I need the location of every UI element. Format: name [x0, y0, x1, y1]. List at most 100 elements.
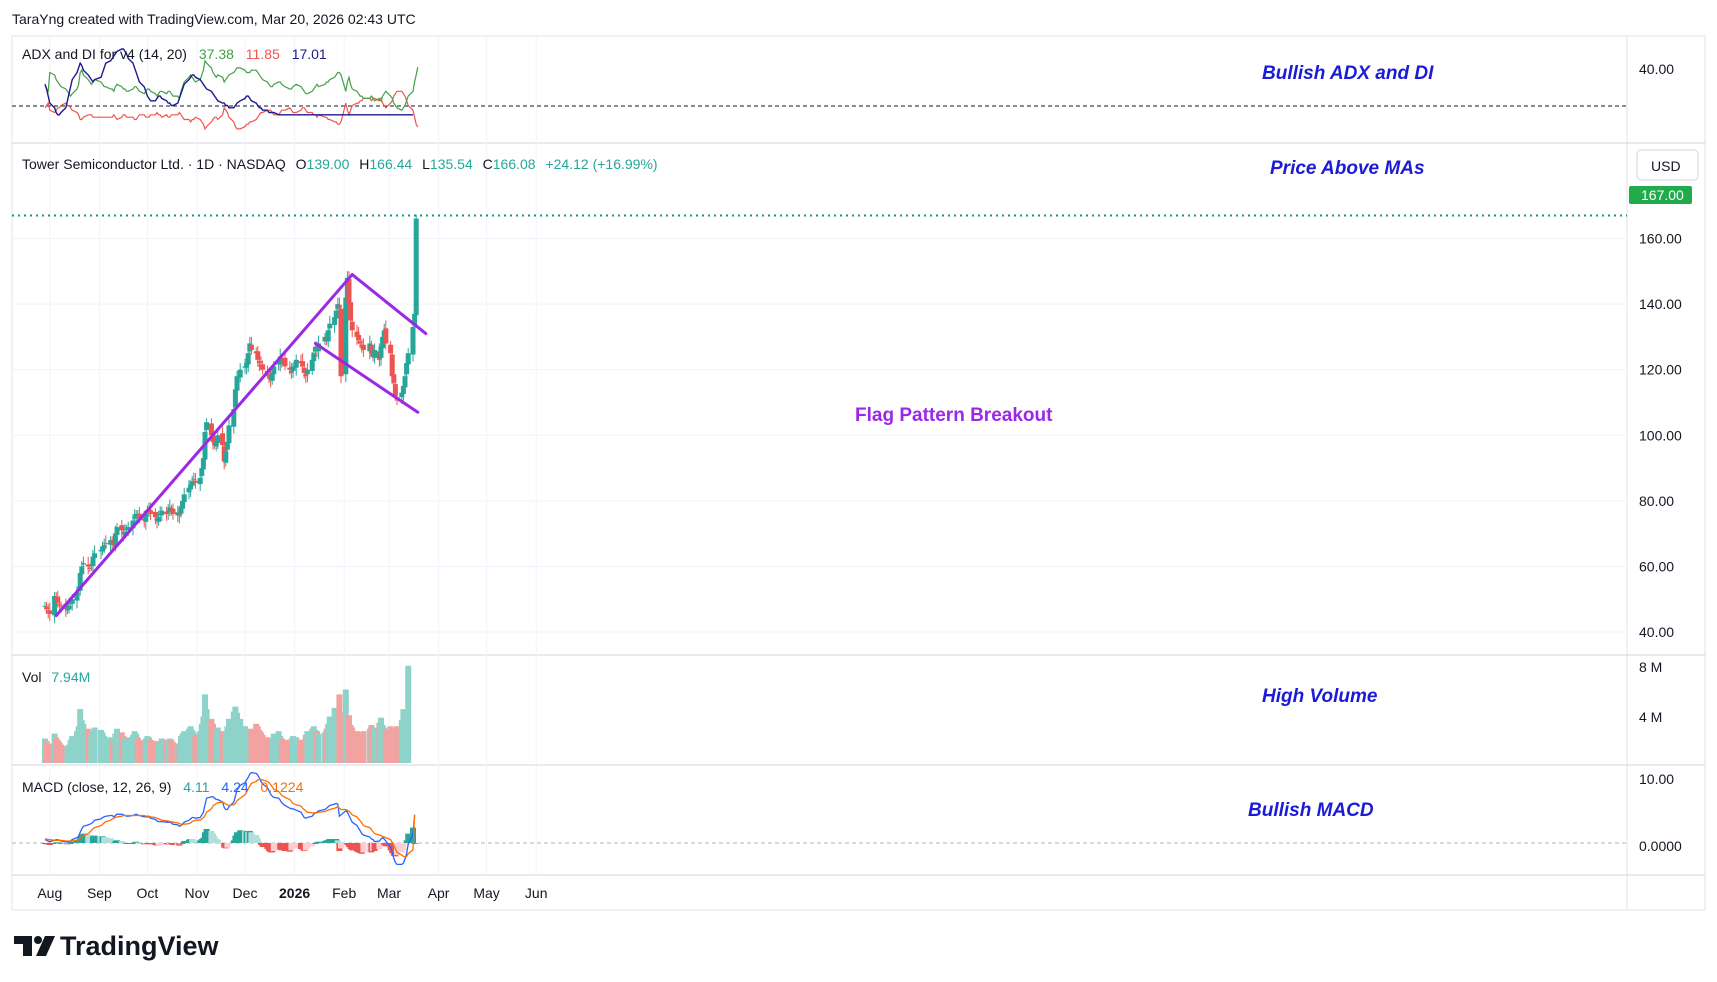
- adx-line[interactable]: [44, 48, 413, 116]
- macd-histogram-bar[interactable]: [282, 843, 288, 852]
- price-candle[interactable]: [348, 298, 354, 327]
- price-candle[interactable]: [311, 349, 317, 367]
- price-candle[interactable]: [360, 338, 366, 357]
- price-candle[interactable]: [383, 320, 389, 350]
- price-candle[interactable]: [114, 523, 120, 541]
- price-candle[interactable]: [170, 503, 176, 520]
- macd-histogram-bar[interactable]: [394, 843, 400, 856]
- macd-histogram-bar[interactable]: [114, 840, 120, 843]
- price-candle[interactable]: [255, 346, 261, 367]
- price-candle[interactable]: [349, 316, 355, 338]
- macd-histogram-bar[interactable]: [256, 841, 263, 843]
- macd-histogram-bar[interactable]: [69, 841, 76, 843]
- volume-bar[interactable]: [136, 739, 143, 763]
- volume-bar[interactable]: [170, 742, 176, 763]
- macd-histogram-bar[interactable]: [312, 843, 319, 844]
- macd-histogram-bar[interactable]: [400, 843, 407, 850]
- price-candle[interactable]: [47, 602, 53, 621]
- price-candle[interactable]: [80, 556, 86, 572]
- price-candle[interactable]: [204, 418, 210, 436]
- volume-bar[interactable]: [304, 731, 311, 763]
- price-candle[interactable]: [245, 348, 251, 373]
- macd-histogram-bar[interactable]: [278, 843, 285, 851]
- macd-histogram-bar[interactable]: [270, 843, 277, 852]
- price-candle[interactable]: [101, 538, 107, 554]
- price-candle[interactable]: [181, 487, 187, 509]
- volume-bar[interactable]: [46, 744, 53, 763]
- flag-pattern-line[interactable]: [54, 273, 354, 618]
- macd-histogram-bar[interactable]: [147, 843, 154, 845]
- macd-histogram-bar[interactable]: [304, 843, 311, 849]
- price-candle[interactable]: [56, 595, 62, 611]
- volume-bar[interactable]: [360, 731, 367, 763]
- macd-histogram-bar[interactable]: [80, 833, 87, 843]
- price-candle[interactable]: [293, 354, 299, 376]
- macd-histogram-bar[interactable]: [91, 835, 98, 843]
- volume-bar[interactable]: [259, 734, 266, 763]
- macd-histogram-bar[interactable]: [405, 833, 412, 843]
- price-candle[interactable]: [304, 363, 310, 383]
- price-candle[interactable]: [103, 535, 109, 550]
- volume-bar[interactable]: [69, 736, 76, 763]
- macd-histogram-bar[interactable]: [259, 843, 266, 848]
- volume-bar[interactable]: [158, 738, 165, 764]
- macd-histogram-bar[interactable]: [120, 842, 127, 844]
- volume-bar[interactable]: [371, 727, 378, 763]
- volume-bar[interactable]: [349, 727, 356, 763]
- flag-pattern-line[interactable]: [350, 273, 428, 336]
- macd-histogram-bar[interactable]: [315, 841, 322, 843]
- price-candle[interactable]: [410, 320, 416, 362]
- volume-bar[interactable]: [214, 727, 221, 763]
- price-candle[interactable]: [100, 541, 106, 556]
- volume-bar[interactable]: [237, 718, 244, 763]
- macd-histogram-bar[interactable]: [54, 842, 61, 844]
- macd-histogram-bar[interactable]: [192, 840, 199, 843]
- volume-bar[interactable]: [326, 716, 333, 763]
- macd-histogram-bar[interactable]: [130, 843, 136, 844]
- macd-histogram-bar[interactable]: [109, 839, 116, 843]
- macd-histogram-bar[interactable]: [334, 840, 341, 843]
- volume-bar[interactable]: [248, 728, 255, 763]
- macd-histogram-bar[interactable]: [254, 838, 261, 843]
- volume-bar[interactable]: [203, 709, 210, 763]
- currency-button[interactable]: [1636, 149, 1699, 181]
- price-candle[interactable]: [85, 556, 91, 575]
- macd-histogram-bar[interactable]: [234, 832, 240, 843]
- price-candle[interactable]: [119, 519, 125, 538]
- macd-histogram-bar[interactable]: [378, 843, 384, 847]
- price-candle[interactable]: [92, 545, 98, 565]
- volume-bar[interactable]: [278, 738, 285, 764]
- price-candle[interactable]: [223, 447, 229, 467]
- volume-bar[interactable]: [102, 738, 109, 764]
- macd-line[interactable]: [44, 771, 416, 866]
- macd-histogram-bar[interactable]: [67, 843, 74, 844]
- macd-histogram-bar[interactable]: [226, 843, 232, 845]
- macd-histogram-bar[interactable]: [46, 843, 53, 846]
- price-candle[interactable]: [338, 304, 344, 384]
- volume-bar[interactable]: [125, 737, 132, 763]
- volume-bar[interactable]: [382, 729, 389, 763]
- volume-bar[interactable]: [282, 739, 288, 763]
- price-candle[interactable]: [186, 479, 192, 500]
- price-candle[interactable]: [197, 473, 203, 492]
- volume-bar[interactable]: [315, 733, 322, 763]
- volume-bar[interactable]: [147, 739, 154, 763]
- price-candle[interactable]: [391, 367, 397, 387]
- macd-histogram-bar[interactable]: [51, 843, 58, 844]
- price-candle[interactable]: [192, 472, 198, 489]
- volume-bar[interactable]: [226, 718, 232, 763]
- price-candle[interactable]: [159, 506, 165, 522]
- macd-histogram-bar[interactable]: [382, 843, 389, 847]
- price-candle[interactable]: [164, 506, 170, 521]
- price-candle[interactable]: [156, 510, 162, 526]
- flag-pattern-line[interactable]: [313, 341, 420, 414]
- price-candle[interactable]: [301, 363, 307, 379]
- price-candle[interactable]: [327, 315, 333, 336]
- macd-histogram-bar[interactable]: [371, 843, 378, 852]
- price-candle[interactable]: [277, 348, 283, 372]
- volume-bar[interactable]: [234, 712, 240, 763]
- volume-bar[interactable]: [91, 727, 98, 763]
- volume-bar[interactable]: [181, 731, 188, 763]
- macd-histogram-bar[interactable]: [158, 843, 165, 845]
